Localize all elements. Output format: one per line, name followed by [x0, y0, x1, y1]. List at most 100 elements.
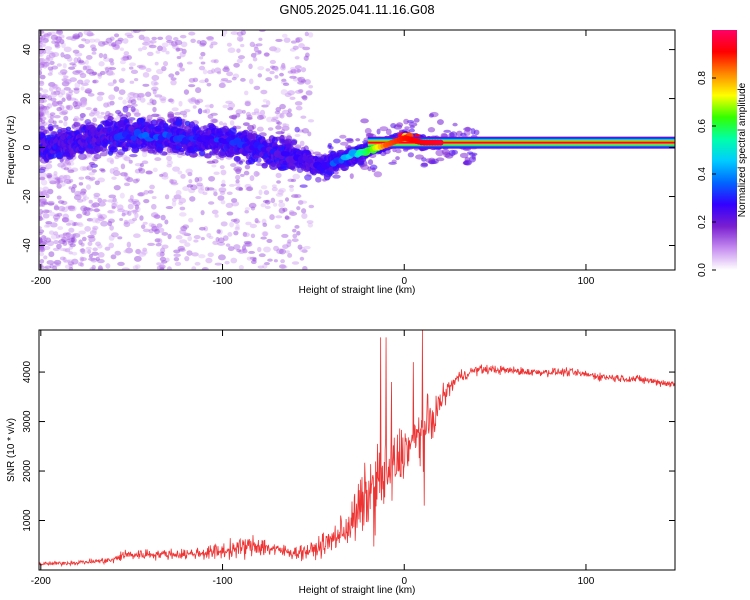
spectrogram-noise-cell	[355, 138, 361, 142]
spectrogram-noise-cell	[39, 51, 43, 57]
spectrogram-noise-cell	[226, 191, 233, 195]
spectrogram-noise-cell	[159, 96, 167, 101]
spectrogram-noise-cell	[54, 177, 62, 181]
spectrogram-noise-cell	[192, 105, 197, 109]
spectrogram-noise-cell	[443, 129, 452, 133]
spectrogram-noise-cell	[64, 264, 72, 269]
spectrogram-noise-cell	[178, 248, 186, 253]
spectrogram-noise-cell	[50, 91, 57, 96]
spectrogram-noise-cell	[107, 210, 115, 214]
spectrogram-noise-cell	[282, 244, 289, 249]
spectrogram-noise-cell	[122, 154, 128, 161]
spectrogram-noise-cell	[43, 33, 50, 40]
spectrogram-x-tick-label: -100	[213, 276, 233, 287]
spectrogram-noise-cell	[142, 83, 150, 87]
spectrogram-noise-cell	[233, 62, 240, 68]
spectrogram-noise-cell	[88, 199, 93, 204]
spectrogram-noise-cell	[88, 177, 94, 182]
spectrogram-noise-cell	[175, 47, 184, 51]
spectrogram-noise-cell	[122, 172, 129, 177]
chart-title: GN05.2025.041.11.16.G08	[279, 2, 434, 17]
snr-y-tick-label: 1000	[22, 509, 33, 532]
spectrogram-noise-cell	[214, 67, 222, 74]
spectrogram-noise-cell	[219, 190, 226, 196]
spectrogram-noise-cell	[165, 257, 170, 263]
spectrogram-noise-cell	[226, 211, 234, 216]
spectrogram-noise-cell	[210, 41, 218, 46]
spectrogram-noise-cell	[66, 56, 73, 62]
spectrogram-noise-cell	[99, 151, 108, 157]
spectrogram-noise-cell	[109, 159, 115, 165]
spectrogram-noise-cell	[315, 176, 322, 183]
spectrogram-noise-cell	[105, 37, 113, 44]
spectrogram-noise-cell	[151, 203, 157, 210]
spectrogram-noise-cell	[91, 47, 97, 52]
spectrogram-noise-cell	[235, 174, 241, 180]
spectrogram-noise-cell	[187, 98, 195, 103]
snr-frame	[38, 329, 676, 571]
spectrogram-noise-cell	[40, 210, 46, 215]
spectrogram-noise-cell	[40, 121, 48, 127]
spectrogram-noise-cell	[183, 89, 190, 95]
spectrogram-noise-cell	[90, 109, 98, 115]
spectrogram-noise-cell	[65, 232, 72, 238]
spectrogram-noise-cell	[238, 37, 243, 42]
spectrogram-noise-cell	[98, 61, 105, 67]
spectrogram-noise-cell	[134, 212, 139, 219]
spectrogram-noise-cell	[238, 160, 244, 165]
snr-y-label: SNR (10 * v/v)	[6, 418, 17, 482]
spectrogram-noise-cell	[197, 176, 203, 182]
spectrogram-noise-cell	[181, 231, 189, 236]
spectrogram-noise-cell	[39, 252, 45, 257]
spectrogram-noise-cell	[170, 179, 178, 185]
spectrogram-noise-cell	[126, 241, 132, 248]
spectrogram-noise-cell	[106, 157, 114, 163]
spectrogram-noise-cell	[79, 101, 87, 108]
spectrogram-noise-cell	[40, 105, 46, 110]
spectrogram-noise-cell	[250, 233, 256, 239]
spectrogram-noise-cell	[216, 71, 222, 75]
spectrogram-noise-cell	[436, 119, 444, 126]
spectrogram-noise-cell	[259, 109, 266, 116]
spectrogram-noise-cell	[50, 34, 59, 41]
spectrogram-noise-cell	[194, 99, 200, 104]
spectrogram-noise-cell	[212, 188, 217, 193]
spectrogram-noise-cell	[39, 42, 43, 47]
spectrogram-noise-cell	[47, 174, 52, 179]
spectrogram-noise-cell	[95, 256, 101, 262]
spectrogram-noise-cell	[97, 267, 104, 270]
spectrogram-noise-cell	[40, 200, 49, 205]
spectrogram-noise-cell	[39, 177, 45, 181]
spectrogram-noise-cell	[207, 69, 214, 75]
spectrogram-carrier-band	[367, 141, 675, 144]
spectrogram-noise-cell	[301, 213, 308, 219]
spectrogram-noise-cell	[133, 255, 142, 262]
spectrogram-noise-cell	[185, 168, 193, 174]
spectrogram-noise-cell	[51, 101, 58, 107]
spectrogram-noise-cell	[303, 55, 309, 61]
spectrogram-noise-cell	[154, 214, 161, 219]
spectrogram-noise-cell	[51, 51, 60, 58]
spectrogram-noise-cell	[122, 38, 129, 44]
spectrogram-noise-cell	[39, 237, 43, 244]
spectrogram-noise-cell	[73, 121, 78, 128]
spectrogram-noise-cell	[65, 205, 72, 209]
spectrogram-noise-cell	[217, 237, 225, 244]
spectrogram-noise-cell	[48, 230, 55, 235]
spectrogram-noise-cell	[59, 105, 65, 111]
spectrogram-noise-cell	[179, 67, 185, 72]
spectrogram-band-cell	[261, 162, 268, 169]
spectrogram-noise-cell	[260, 236, 267, 240]
spectrogram-noise-cell	[298, 43, 305, 49]
spectrogram-noise-cell	[44, 265, 52, 269]
spectrogram-noise-cell	[179, 34, 187, 39]
spectrogram-noise-cell	[179, 229, 187, 235]
spectrogram-noise-cell	[79, 262, 85, 267]
spectrogram-noise-cell	[62, 160, 68, 166]
spectrogram-noise-cell	[339, 141, 349, 146]
spectrogram-noise-cell	[108, 242, 115, 249]
spectrogram-noise-cell	[118, 78, 125, 84]
spectrogram-noise-cell	[95, 218, 101, 224]
spectrogram-noise-cell	[266, 116, 274, 123]
spectrogram-noise-cell	[294, 133, 301, 137]
